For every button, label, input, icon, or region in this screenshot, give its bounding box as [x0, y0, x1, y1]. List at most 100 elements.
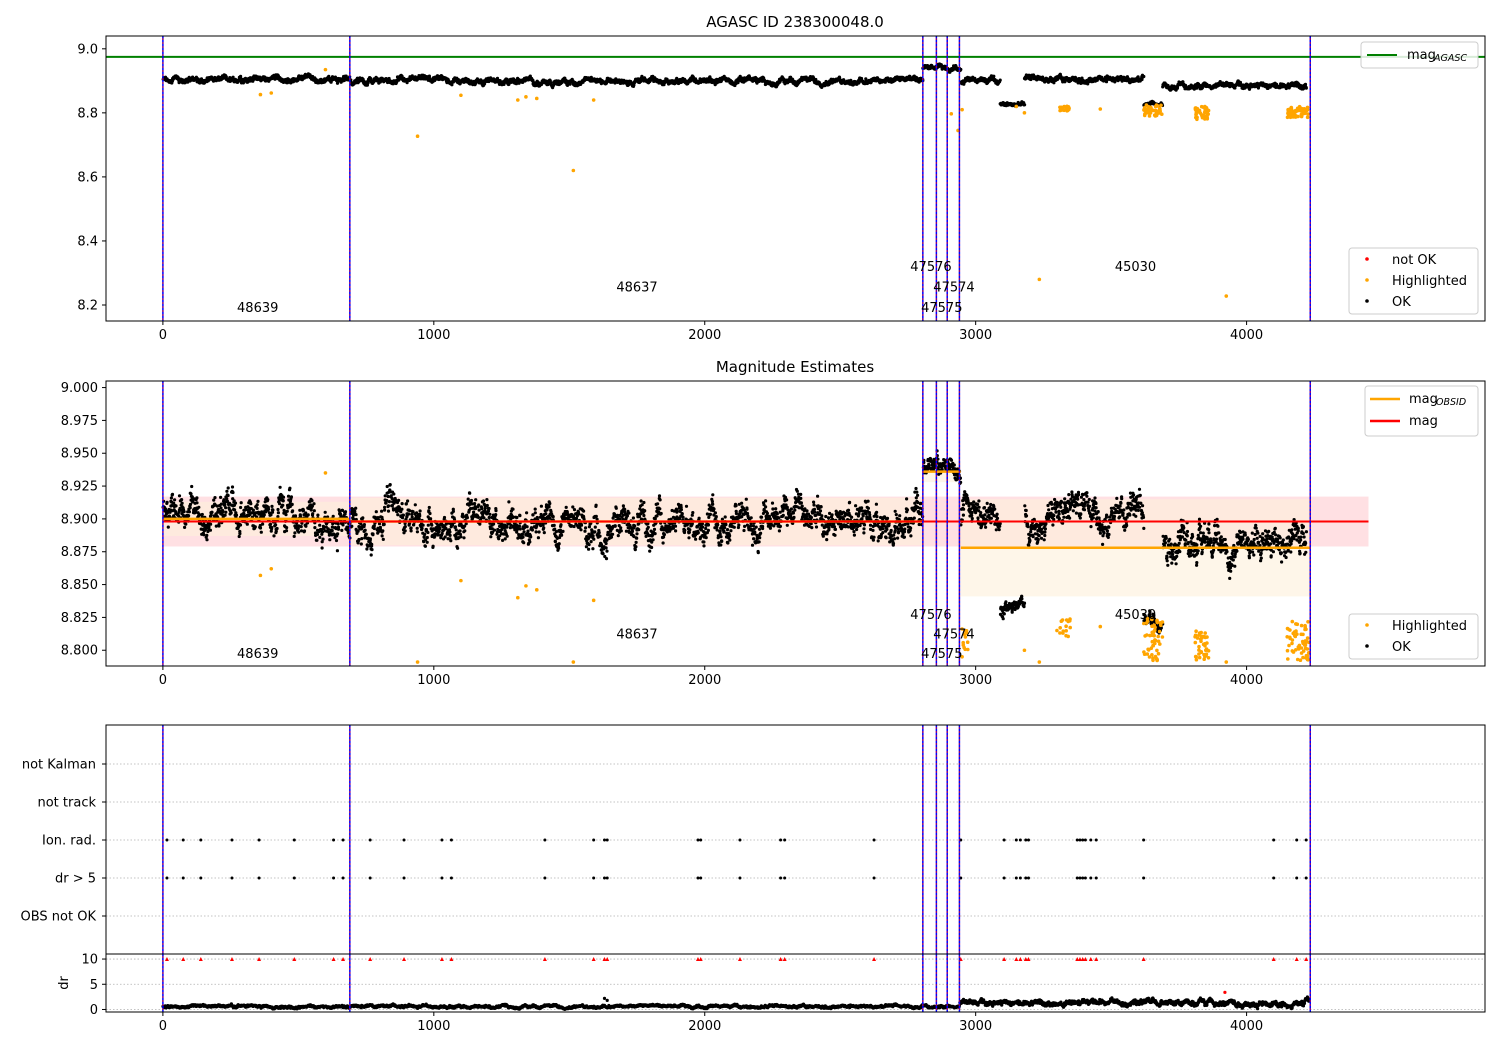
ok-point [174, 504, 178, 508]
ok-point [170, 492, 175, 496]
ok-point [417, 517, 421, 521]
ok-point [187, 514, 191, 518]
ok-point [442, 515, 447, 520]
ok-point [412, 523, 416, 527]
ok-point [226, 486, 230, 490]
highlighted-point [323, 67, 328, 72]
ok-point [231, 75, 235, 79]
ok-point [1023, 103, 1027, 107]
ok-point [224, 510, 228, 514]
highlighted-point [1144, 103, 1149, 107]
x-tick-label: 1000 [417, 328, 450, 343]
ok-point [364, 532, 368, 536]
ok-point [425, 540, 429, 544]
y-tick-label: 9.0 [77, 42, 98, 57]
ok-point [208, 528, 212, 532]
ok-point [318, 523, 322, 527]
ok-point [274, 523, 278, 527]
ok-point [998, 78, 1002, 82]
ok-point [409, 529, 413, 533]
ok-point [363, 528, 367, 532]
ok-point [261, 522, 265, 526]
highlighted-point [258, 92, 263, 97]
legend-label: OK [1392, 295, 1411, 310]
ok-point [437, 529, 441, 534]
ok-point [428, 511, 432, 516]
ok-point [301, 508, 305, 512]
ok-point [272, 534, 276, 538]
ok-point [400, 502, 404, 506]
highlighted-point [1224, 294, 1229, 298]
ok-point [383, 494, 387, 498]
ok-point [374, 510, 378, 514]
ok-point [385, 484, 389, 489]
ok-point [221, 510, 225, 514]
highlighted-point [960, 107, 964, 112]
ok-point [188, 506, 192, 510]
ok-point [209, 522, 213, 526]
ok-point [278, 502, 282, 506]
ok-point [371, 532, 375, 536]
ok-point [288, 486, 292, 490]
highlighted-point [1154, 112, 1159, 116]
ok-point [188, 502, 193, 506]
ok-point [268, 522, 273, 527]
x-tick-label: 3000 [959, 328, 992, 343]
ok-point [361, 516, 365, 520]
highlighted-point [1300, 107, 1305, 111]
highlighted-point [949, 112, 954, 116]
ok-point [331, 514, 335, 518]
ok-point [237, 534, 241, 539]
highlighted-point [1159, 103, 1163, 108]
legend-agasc-subscript: AGASC [1433, 53, 1467, 64]
highlighted-point [1200, 115, 1205, 120]
highlighted-point [1288, 112, 1293, 117]
highlighted-point [1306, 112, 1310, 116]
ok-point [302, 529, 307, 533]
ok-point [182, 510, 186, 514]
ok-point [285, 526, 289, 530]
ok-point [180, 501, 184, 505]
x-tick-label: 0 [159, 328, 167, 343]
ok-point [430, 523, 434, 527]
ok-point [403, 525, 407, 529]
ok-point [330, 529, 334, 533]
ok-point [312, 502, 316, 506]
ok-point [210, 510, 214, 514]
ok-point [259, 530, 263, 534]
ok-point [381, 529, 385, 533]
ok-point [992, 74, 996, 78]
ok-point [413, 503, 417, 507]
ok-point [440, 531, 444, 536]
highlighted-point [524, 95, 528, 99]
y-tick-label: 8.6 [77, 170, 98, 185]
ok-point [1304, 86, 1308, 90]
ok-point [366, 81, 370, 85]
ok-point [238, 529, 242, 534]
ok-point [285, 81, 290, 85]
ok-point [169, 496, 173, 500]
ok-point [427, 509, 431, 513]
ok-point [205, 538, 209, 542]
ok-point [226, 493, 230, 498]
ok-point [382, 522, 386, 527]
ok-point [239, 74, 243, 78]
panel2-title: Magnitude Estimates [716, 358, 874, 376]
ok-point [224, 506, 228, 510]
ok-point [341, 523, 345, 527]
ok-point [336, 532, 340, 536]
ok-point [276, 507, 280, 512]
ok-point [405, 81, 409, 85]
ok-point [256, 499, 260, 503]
highlighted-point [415, 134, 420, 139]
ok-point [387, 500, 391, 504]
ok-point [427, 505, 431, 510]
ok-point [354, 506, 358, 510]
ok-point [450, 83, 454, 87]
panel-magnitude-estimates: Magnitude Estimates 48639486374757647574… [61, 358, 1486, 688]
ok-point [304, 524, 308, 528]
highlighted-point [269, 91, 274, 95]
ok-point [381, 537, 385, 542]
obs-label: 47574 [933, 280, 974, 295]
highlighted-point [1155, 104, 1160, 108]
